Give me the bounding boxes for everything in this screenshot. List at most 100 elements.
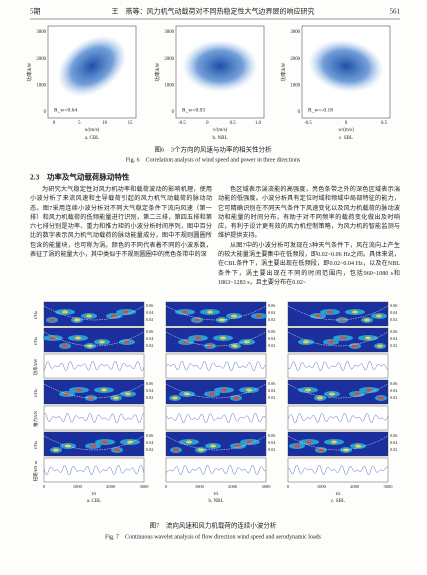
energy-core [377, 344, 383, 348]
cone-of-influence [287, 435, 389, 451]
x-tick-label: 3000 [262, 484, 272, 489]
energy-core [235, 444, 241, 448]
freq-tick-label: 0.02 [146, 343, 153, 348]
energy-core [355, 444, 361, 448]
energy-core [198, 448, 204, 452]
row-label: 功率/kW [32, 358, 39, 376]
energy-core [376, 314, 382, 318]
energy-core [315, 314, 321, 318]
energy-core [111, 314, 117, 318]
series-panel [287, 405, 389, 431]
column-label: a. CBL [87, 499, 101, 504]
freq-tick-label: 0.04 [268, 310, 276, 315]
freq-tick-label: 0.02 [268, 317, 275, 322]
freq-tick-label: 0.02 [390, 395, 397, 400]
x-tick-label: 0 [165, 484, 168, 489]
x-tick-label: 15 [128, 121, 133, 126]
series-panel [43, 353, 145, 379]
series-trace [287, 360, 389, 372]
x-tick-label: 0 [53, 121, 56, 126]
freq-tick-label: 0.04 [390, 310, 398, 315]
freq-tick-label: 0.02 [390, 317, 397, 322]
fig7-caption-cn: 图7 流向风速和风力机载荷的连续小波分析 [150, 520, 277, 529]
row-label: 推力/kN [32, 410, 39, 427]
energy-core [233, 396, 239, 400]
energy-core [246, 388, 252, 392]
energy-core [62, 310, 68, 314]
fig6-caption-en: Fig. 6 Correlation analysis of wind spee… [126, 156, 301, 163]
energy-core [62, 344, 68, 348]
x-tick-label: 5 [78, 121, 81, 126]
wavelet-panel [287, 301, 389, 327]
energy-core [306, 440, 312, 444]
energy-core [331, 440, 337, 444]
energy-core [49, 318, 55, 322]
running-title: 王 燕等：风力机气动载荷对不同热稳定性大气边界层的响应研究 [112, 7, 315, 16]
series-panel [165, 405, 267, 431]
row-label: f/Hz [33, 441, 38, 449]
energy-core [99, 340, 105, 344]
energy-core [53, 448, 59, 452]
x-tick-label: -0.5 [304, 121, 312, 126]
row-label: f/Hz [33, 311, 38, 319]
energy-core [86, 314, 92, 318]
y-tick-label: 1000 [36, 83, 46, 88]
energy-core [184, 392, 190, 396]
y-label: 功率/kW [26, 62, 33, 81]
freq-tick-label: 0.04 [390, 440, 398, 445]
series-panel [165, 457, 267, 483]
y-tick-label: 2000 [290, 57, 300, 62]
series-trace [43, 412, 145, 424]
cone-of-influence [43, 383, 145, 399]
paragraph: 从图7中的小波分析可发现在3种天气条件下，风在流向上产生的较大能量涡主要集中在低… [218, 242, 400, 286]
y-tick-label: 3000 [36, 30, 46, 35]
energy-core [365, 336, 371, 340]
freq-tick-label: 0.06 [146, 303, 153, 308]
energy-core [303, 340, 309, 344]
y-tick-label: 2000 [164, 57, 174, 62]
freq-tick-label: 0.04 [390, 388, 398, 393]
left-column: 为研究大气稳定性对风力机功率和载荷波动的影响机理，使用小波分析了来流风速和主导载… [30, 186, 212, 260]
freq-tick-label: 0.04 [146, 440, 154, 445]
energy-core [88, 396, 94, 400]
fig6-caption-cn: 图6 3个方向的风速与功率的相关性分析 [155, 144, 273, 153]
row-label: 扭矩/kN·m [32, 460, 39, 481]
cone-of-influence [287, 305, 389, 321]
section-heading: 2.3 功率及气动载荷脉动特性 [30, 172, 130, 182]
series-trace [287, 412, 389, 424]
r-label: R_w=-0.18 [308, 107, 333, 113]
row-label: f/Hz [33, 389, 38, 397]
energy-core [378, 396, 384, 400]
cone-of-influence [43, 435, 145, 451]
energy-core [75, 336, 81, 340]
freq-tick-label: 0.06 [390, 433, 397, 438]
x-label: t/s [214, 492, 219, 497]
cone-of-influence [165, 305, 267, 321]
energy-core [123, 310, 129, 314]
x-tick-label: 0 [287, 484, 290, 489]
energy-core [113, 396, 119, 400]
x-label: t/s [92, 492, 97, 497]
x-tick-label: 0.5 [230, 121, 237, 126]
r-label: R_w=0.64 [54, 107, 77, 113]
series-panel [287, 457, 389, 483]
x-tick-label: 1000 [73, 484, 83, 489]
energy-core [186, 440, 192, 444]
energy-core [232, 344, 238, 348]
energy-core [352, 344, 358, 348]
energy-core [127, 440, 133, 444]
freq-tick-label: 0.06 [268, 433, 275, 438]
energy-core [294, 444, 300, 448]
freq-tick-label: 0.06 [390, 381, 397, 386]
column-label: b. NBL [209, 499, 224, 504]
freq-tick-label: 0.02 [146, 317, 153, 322]
row-label: f/Hz [33, 337, 38, 345]
series-panel [43, 457, 145, 483]
cone-of-influence [43, 305, 145, 321]
y-tick-label: 1000 [290, 83, 300, 88]
x-tick-label: -0.5 [178, 121, 186, 126]
freq-tick-label: 0.06 [390, 329, 397, 334]
freq-tick-label: 0.04 [146, 336, 154, 341]
energy-core [220, 336, 226, 340]
